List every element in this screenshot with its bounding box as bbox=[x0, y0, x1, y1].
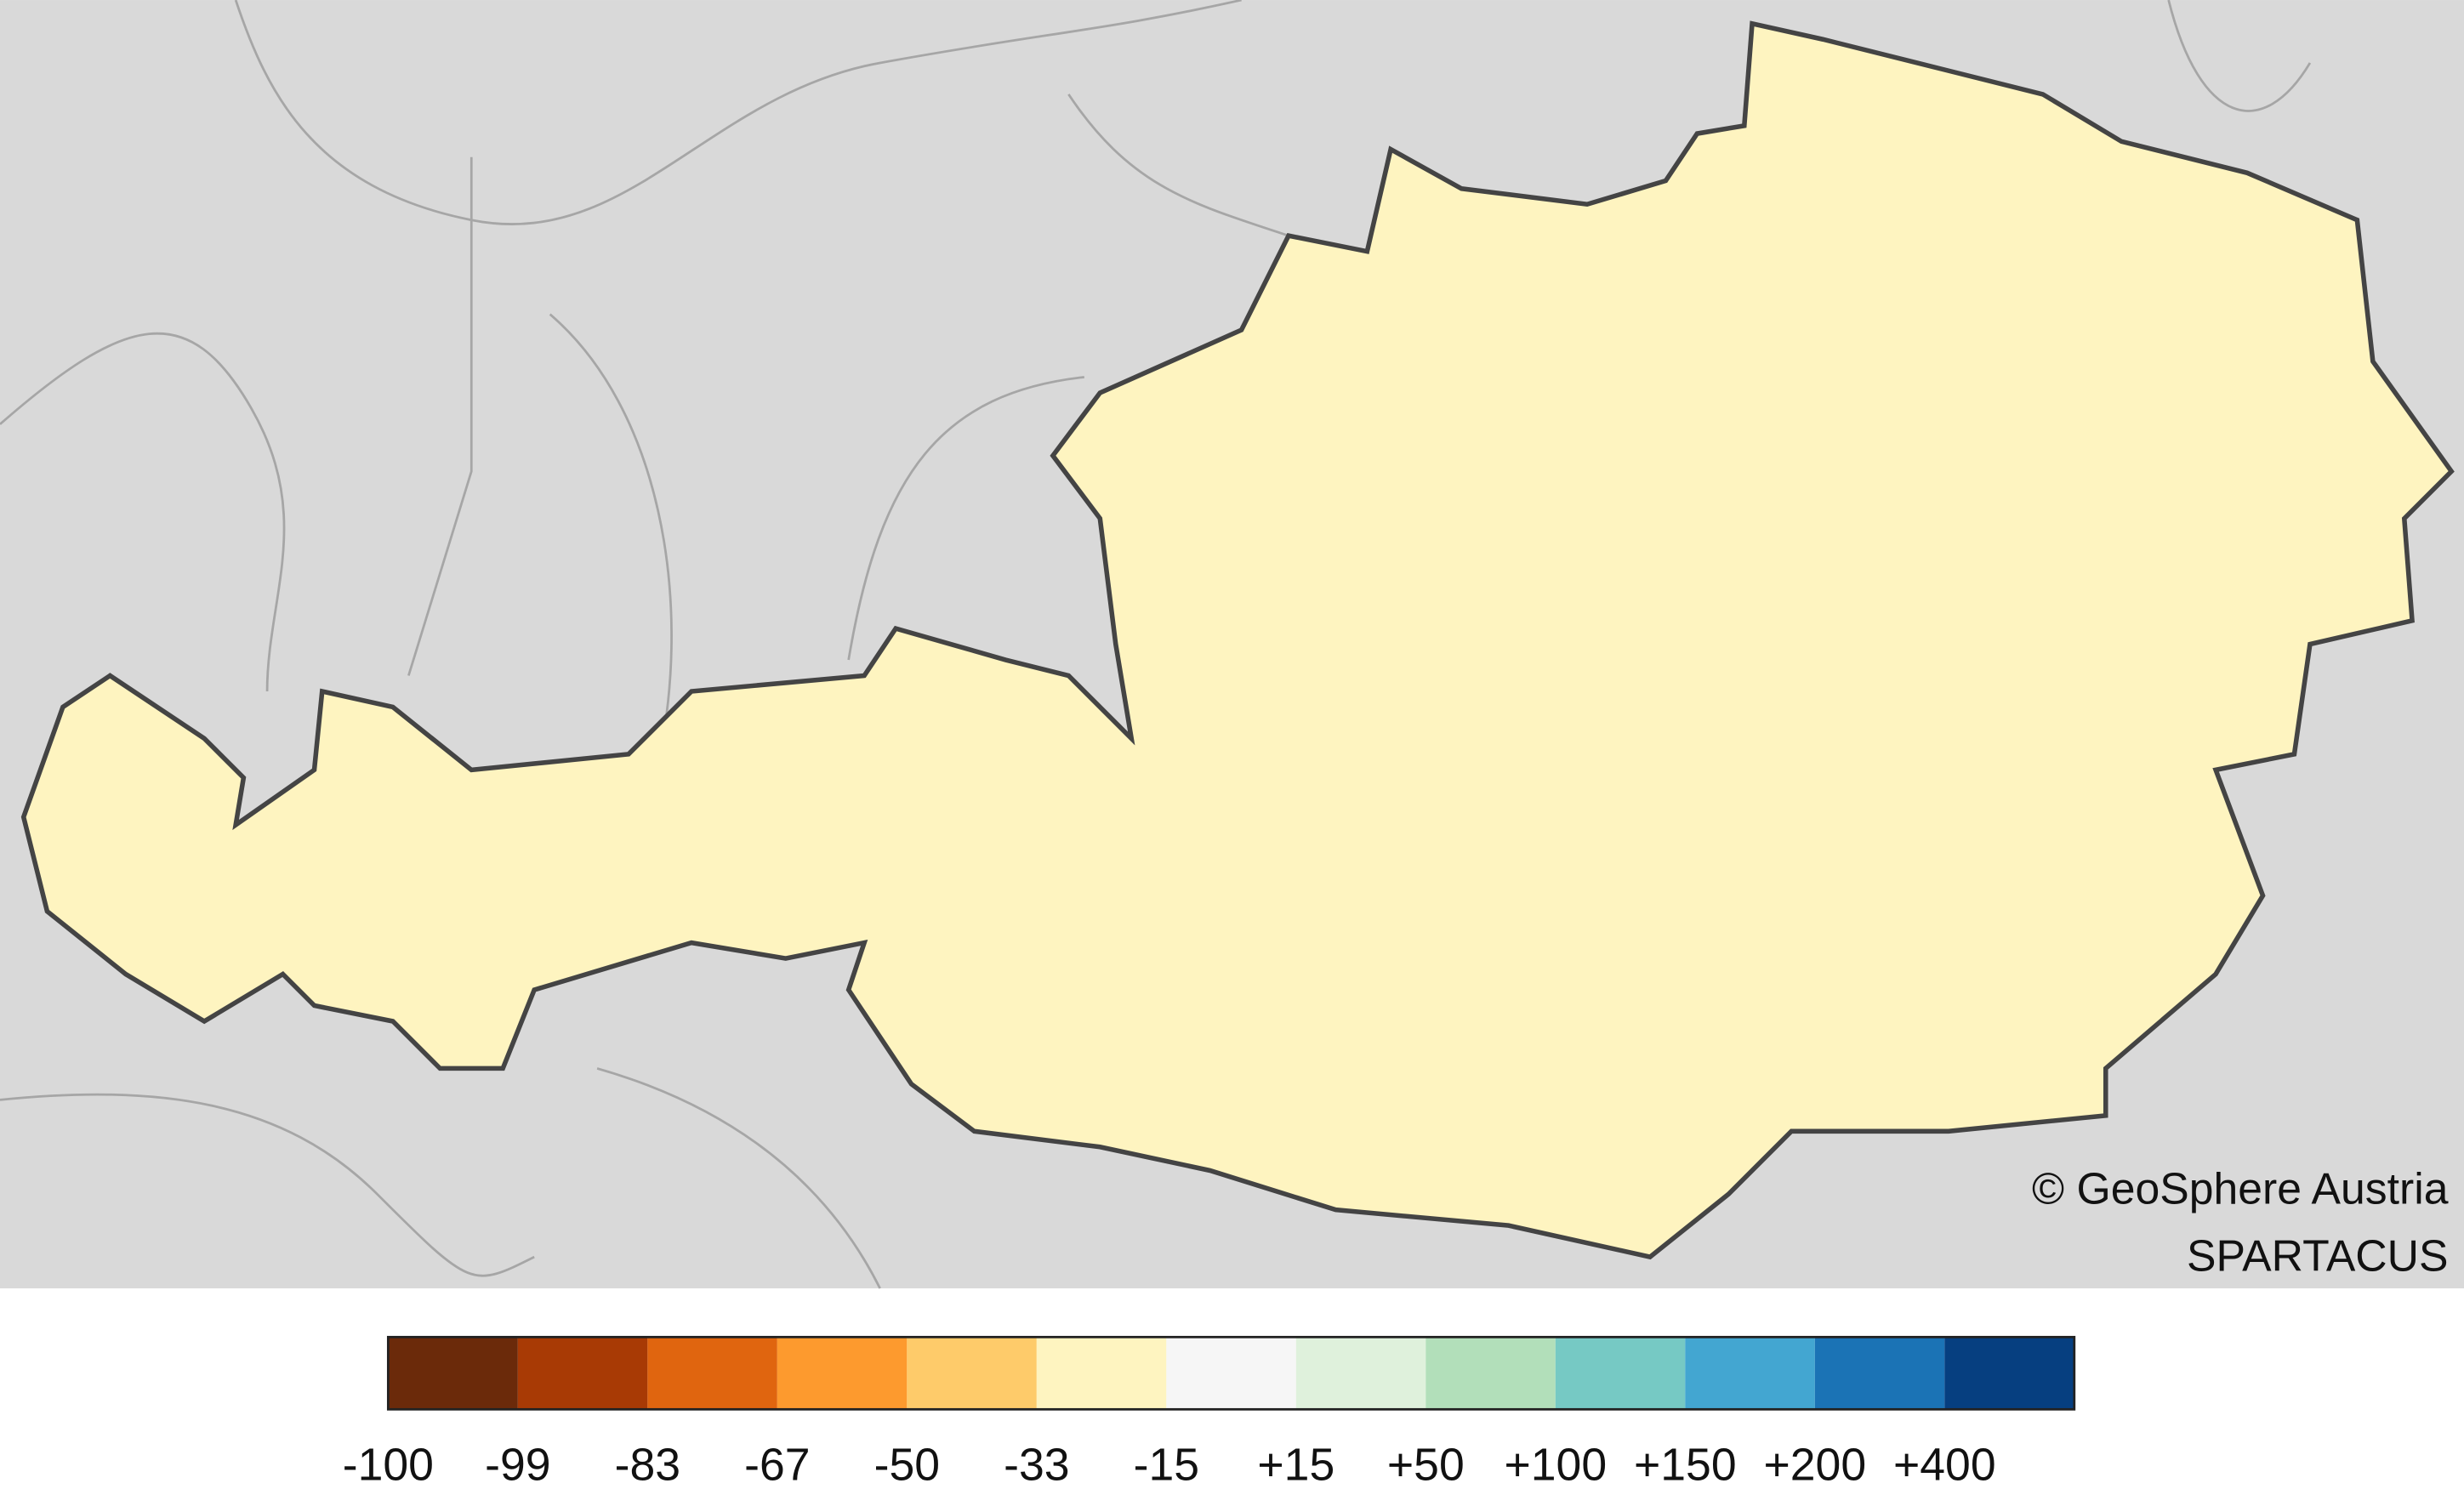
legend-label: +150 bbox=[1634, 1440, 1737, 1490]
legend-swatch bbox=[1036, 1337, 1167, 1410]
legend-swatch bbox=[777, 1337, 908, 1410]
legend-label: -67 bbox=[744, 1440, 810, 1490]
copyright: © GeoSphere Austria bbox=[2032, 1163, 2449, 1213]
legend-label: +200 bbox=[1763, 1440, 1866, 1490]
legend-frame bbox=[386, 1335, 2076, 1411]
legend-label: +400 bbox=[1893, 1440, 1996, 1490]
legend-label: +100 bbox=[1504, 1440, 1607, 1490]
legend-label: -50 bbox=[874, 1440, 940, 1490]
legend-swatch bbox=[1295, 1337, 1426, 1410]
legend-label: -99 bbox=[485, 1440, 550, 1490]
legend-swatch bbox=[517, 1337, 648, 1410]
legend-swatch bbox=[388, 1337, 518, 1410]
legend-swatch bbox=[1814, 1337, 1945, 1410]
legend-label: -100 bbox=[343, 1440, 434, 1490]
legend: -100 -99 -83 -67 -50 -33 -15 +15 +50 +100 +150 +200… bbox=[343, 1335, 2076, 1490]
dataset-name: SPARTACUS bbox=[2187, 1231, 2449, 1281]
legend-swatch bbox=[1944, 1337, 2074, 1410]
legend-label: +50 bbox=[1387, 1440, 1465, 1490]
legend-swatch bbox=[1685, 1337, 1815, 1410]
legend-label: -33 bbox=[1004, 1440, 1069, 1490]
legend-swatch bbox=[1425, 1337, 1556, 1410]
legend-swatch bbox=[647, 1337, 777, 1410]
legend-swatch bbox=[1555, 1337, 1686, 1410]
legend-swatch bbox=[907, 1337, 1037, 1410]
legend-label: -15 bbox=[1134, 1440, 1199, 1490]
rivers bbox=[0, 0, 2312, 1289]
legend-label: -83 bbox=[615, 1440, 680, 1490]
legend-label: +15 bbox=[1257, 1440, 1334, 1490]
legend-swatch bbox=[1166, 1337, 1296, 1410]
